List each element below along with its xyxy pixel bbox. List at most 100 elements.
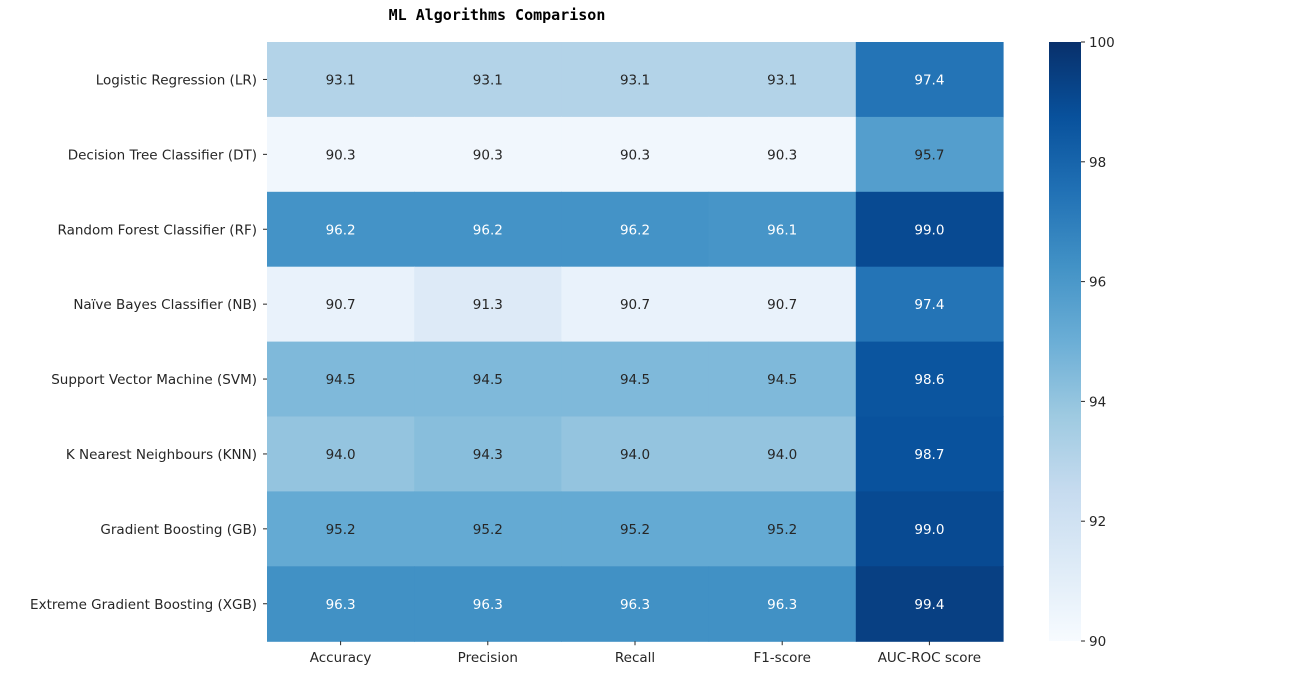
row-label: Decision Tree Classifier (DT) (68, 147, 257, 163)
column-label: Recall (615, 650, 655, 666)
cell-value-label: 90.3 (326, 147, 356, 163)
cell-value-label: 90.7 (326, 297, 356, 313)
heatmap-cell (561, 116, 710, 193)
cell-value-label: 96.3 (473, 597, 503, 613)
heatmap-cell (708, 266, 857, 343)
heatmap-cell (414, 491, 562, 567)
column-label: Precision (458, 650, 518, 666)
colorbar-tick-label: 94 (1089, 394, 1106, 410)
heatmap-cell (414, 191, 562, 268)
cell-value-label: 93.1 (326, 72, 356, 88)
cell-value-label: 91.3 (473, 297, 503, 313)
cell-value-label: 97.4 (914, 72, 944, 88)
row-label: Logistic Regression (LR) (96, 72, 257, 88)
cell-value-label: 95.7 (914, 147, 944, 163)
heatmap-cell (267, 491, 415, 567)
heatmap-cell (855, 42, 1004, 118)
heatmap-cell (267, 42, 415, 118)
cell-value-label: 98.7 (914, 447, 944, 463)
cell-value-label: 90.7 (767, 297, 797, 313)
cell-value-label: 90.3 (767, 147, 797, 163)
cell-value-label: 96.3 (767, 597, 797, 613)
column-label: Accuracy (310, 650, 372, 666)
cell-value-label: 94.0 (767, 447, 797, 463)
column-labels: Accuracy Precision Recall F1-score AUC-ROC s… (310, 641, 981, 666)
row-label: Extreme Gradient Boosting (XGB) (30, 597, 257, 613)
heatmap-cell (708, 42, 857, 118)
cell-value-label: 95.2 (620, 522, 650, 538)
row-label: Gradient Boosting (GB) (100, 522, 257, 538)
heatmap-cell (414, 566, 562, 642)
cell-value-label: 90.3 (473, 147, 503, 163)
heatmap-cell (267, 191, 415, 268)
cell-value-label: 96.2 (326, 222, 356, 238)
cell-value-label: 93.1 (767, 72, 797, 88)
cell-value-label: 96.3 (620, 597, 650, 613)
heatmap-cells: 93.1 93.1 93.1 93.1 97.4 90.3 90.3 90.3 90.3 95.7… (267, 42, 1004, 642)
colorbar-tick-label: 90 (1089, 634, 1106, 650)
heatmap-cell (561, 341, 710, 418)
heatmap-cell (267, 566, 415, 642)
heatmap-cell (561, 191, 710, 268)
heatmap-cell (855, 416, 1004, 492)
column-label: AUC-ROC score (878, 650, 981, 666)
colorbar-tick-label: 96 (1089, 275, 1106, 291)
heatmap-cell (708, 491, 857, 567)
heatmap-cell (267, 266, 415, 343)
heatmap-cell (855, 116, 1004, 193)
cell-value-label: 95.2 (326, 522, 356, 538)
heatmap-cell (855, 341, 1004, 418)
cell-value-label: 99.0 (914, 522, 944, 538)
cell-value-label: 90.3 (620, 147, 650, 163)
cell-value-label: 94.5 (473, 372, 503, 388)
cell-value-label: 94.0 (620, 447, 650, 463)
cell-value-label: 98.6 (914, 372, 944, 388)
colorbar: 90 92 94 96 98 100 (1049, 35, 1115, 650)
heatmap-cell (855, 266, 1004, 343)
cell-value-label: 96.3 (326, 597, 356, 613)
row-label: Naïve Bayes Classifier (NB) (73, 297, 257, 313)
cell-value-label: 96.1 (767, 222, 797, 238)
heatmap-cell (267, 116, 415, 193)
heatmap-cell (414, 116, 562, 193)
heatmap-cell (561, 42, 710, 118)
cell-value-label: 94.5 (620, 372, 650, 388)
heatmap-cell (708, 416, 857, 492)
heatmap-cell (708, 566, 857, 642)
cell-value-label: 90.7 (620, 297, 650, 313)
cell-value-label: 99.4 (914, 597, 944, 613)
heatmap-cell (855, 491, 1004, 567)
cell-value-label: 97.4 (914, 297, 944, 313)
heatmap-cell (561, 566, 710, 642)
colorbar-gradient (1049, 42, 1081, 641)
heatmap-cell (414, 416, 562, 492)
cell-value-label: 94.5 (767, 372, 797, 388)
cell-value-label: 94.5 (326, 372, 356, 388)
heatmap-cell (414, 266, 562, 343)
heatmap-cell (414, 42, 562, 118)
row-label: Support Vector Machine (SVM) (51, 372, 257, 388)
heatmap-cell (267, 341, 415, 418)
row-label: Random Forest Classifier (RF) (57, 222, 257, 238)
cell-value-label: 94.3 (473, 447, 503, 463)
colorbar-tick-label: 100 (1089, 35, 1115, 51)
cell-value-label: 96.2 (620, 222, 650, 238)
heatmap-cell (561, 416, 710, 492)
heatmap-cell (708, 116, 857, 193)
cell-value-label: 95.2 (767, 522, 797, 538)
heatmap-cell (561, 266, 710, 343)
heatmap-cell (708, 191, 857, 268)
row-labels: Logistic Regression (LR) Decision Tree Cl… (30, 72, 267, 613)
heatmap-cell (855, 566, 1004, 642)
colorbar-tick-label: 98 (1089, 155, 1106, 171)
cell-value-label: 99.0 (914, 222, 944, 238)
cell-value-label: 93.1 (473, 72, 503, 88)
cell-value-label: 96.2 (473, 222, 503, 238)
heatmap-cell (561, 491, 710, 567)
heatmap-cell (267, 416, 415, 492)
colorbar-tick-label: 92 (1089, 514, 1106, 530)
heatmap-cell (414, 341, 562, 418)
column-label: F1-score (753, 650, 811, 666)
cell-value-label: 94.0 (326, 447, 356, 463)
